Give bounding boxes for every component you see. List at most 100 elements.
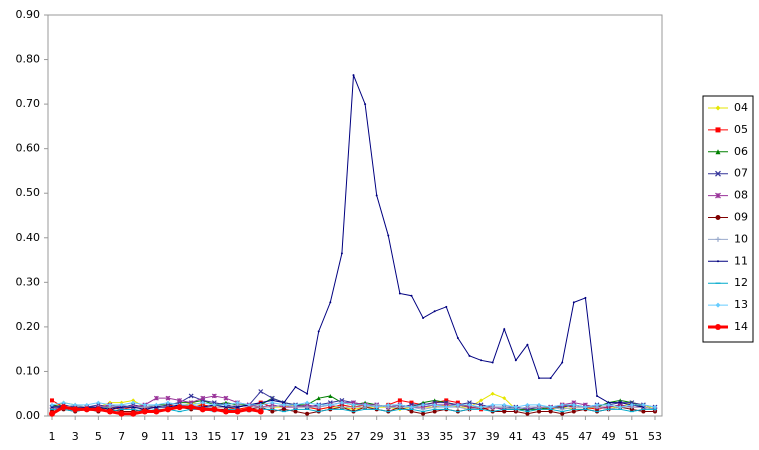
point-marker (433, 310, 436, 313)
point-marker (490, 402, 495, 407)
point-marker (212, 402, 217, 407)
legend-marker (715, 127, 721, 133)
point-marker (549, 377, 552, 380)
point-marker (271, 399, 274, 402)
point-marker (234, 408, 241, 415)
point-marker (619, 401, 622, 404)
legend-marker (715, 324, 721, 330)
point-marker (257, 408, 264, 415)
point-marker (154, 402, 159, 407)
point-marker (316, 402, 321, 407)
legend-marker (715, 149, 721, 155)
point-marker (200, 395, 206, 401)
point-marker (607, 401, 610, 404)
point-marker (526, 343, 529, 346)
x-tick-label: 43 (532, 430, 546, 443)
point-marker (106, 408, 113, 415)
point-marker (468, 354, 471, 357)
point-marker (653, 409, 657, 414)
point-marker (293, 402, 298, 407)
point-marker (142, 402, 147, 407)
point-marker (269, 395, 275, 401)
point-marker (409, 409, 414, 414)
point-marker (211, 400, 217, 406)
point-marker (596, 394, 599, 397)
y-tick-label: 0.40 (16, 231, 41, 244)
point-marker (130, 410, 137, 417)
point-marker (548, 409, 553, 414)
point-marker (200, 400, 205, 405)
point-marker (61, 400, 66, 405)
point-marker (305, 405, 310, 410)
legend-marker (717, 260, 719, 263)
point-marker (270, 400, 275, 405)
x-tick-label: 11 (161, 430, 175, 443)
point-marker (480, 359, 483, 362)
point-marker (84, 402, 89, 407)
point-marker (282, 401, 285, 404)
point-marker (118, 410, 125, 417)
point-marker (375, 194, 378, 197)
x-tick-label: 3 (72, 430, 79, 443)
point-marker (514, 359, 517, 362)
point-marker (629, 402, 634, 407)
y-tick-label: 0.10 (16, 364, 41, 377)
point-marker (222, 408, 229, 415)
point-marker (223, 402, 228, 407)
x-tick-label: 37 (462, 430, 476, 443)
point-marker (641, 402, 646, 407)
point-marker (235, 400, 240, 405)
point-marker (293, 409, 298, 414)
point-marker (316, 407, 321, 412)
x-tick-label: 51 (625, 430, 639, 443)
point-marker (281, 402, 286, 407)
legend-label: 07 (734, 167, 748, 180)
point-marker (537, 402, 542, 407)
point-marker (224, 406, 227, 409)
point-marker (328, 405, 333, 410)
point-marker (305, 411, 310, 416)
point-marker (352, 74, 355, 77)
point-marker (641, 409, 646, 414)
point-marker (584, 296, 587, 299)
point-marker (386, 402, 391, 407)
point-marker (467, 400, 472, 406)
point-marker (50, 398, 54, 403)
legend-marker (715, 236, 721, 242)
point-marker (432, 409, 437, 414)
y-tick-label: 0.90 (16, 8, 41, 21)
point-marker (618, 405, 623, 410)
x-tick-label: 5 (95, 430, 102, 443)
point-marker (317, 330, 320, 333)
point-marker (502, 396, 507, 401)
point-marker (513, 405, 518, 410)
y-tick-label: 0.20 (16, 320, 41, 333)
point-marker (131, 398, 136, 403)
x-tick-label: 39 (486, 430, 500, 443)
point-marker (560, 411, 565, 416)
point-marker (583, 405, 588, 410)
point-marker (595, 407, 600, 412)
point-marker (455, 400, 460, 405)
point-marker (155, 406, 158, 409)
point-marker (502, 402, 507, 407)
y-tick-label: 0.80 (16, 53, 41, 66)
point-marker (595, 402, 600, 407)
legend-label: 12 (734, 276, 748, 289)
x-tick-label: 23 (300, 430, 314, 443)
point-marker (246, 406, 253, 413)
x-tick-label: 31 (393, 430, 407, 443)
x-tick-label: 13 (184, 430, 198, 443)
legend-box (702, 95, 754, 343)
legend-marker (715, 170, 721, 177)
legend-label: 11 (734, 254, 748, 267)
point-marker (363, 402, 368, 407)
point-marker (629, 407, 634, 412)
point-marker (188, 393, 194, 399)
point-marker (51, 406, 53, 409)
point-marker (259, 401, 262, 404)
point-marker (50, 402, 54, 407)
point-marker (479, 405, 484, 410)
